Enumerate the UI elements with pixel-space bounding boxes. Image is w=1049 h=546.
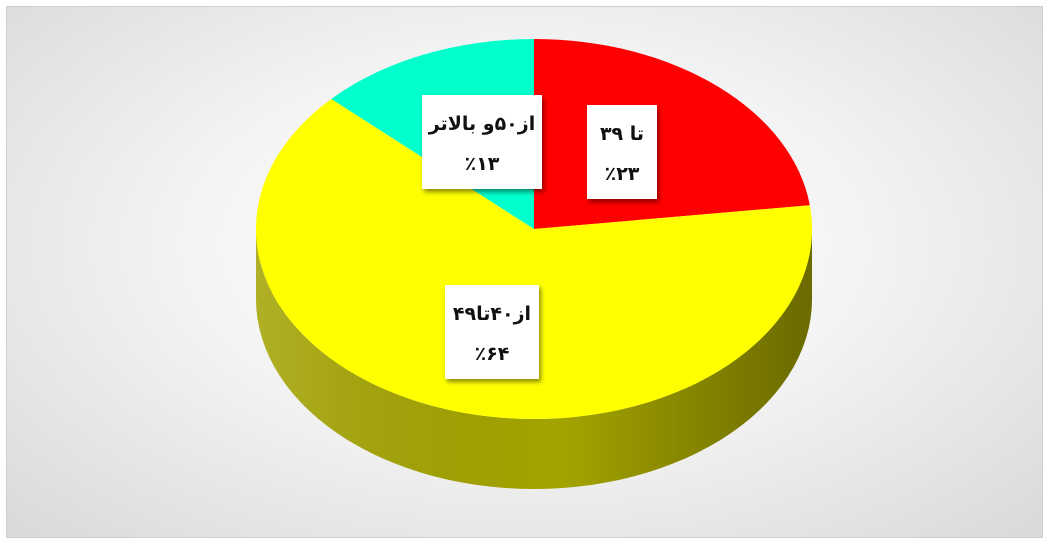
data-label-box [587, 105, 657, 199]
slice-value-label: ٪۶۴ [475, 343, 510, 365]
pie-side-shade-2 [256, 229, 812, 489]
data-label-3: از۵۰و بالاتر ٪۱۳ [422, 95, 542, 189]
slice-label: از۵۰و بالاتر [428, 113, 535, 135]
slice-label: از۴۰تا۴۹ [453, 303, 531, 325]
data-label-2: از۴۰تا۴۹ ٪۶۴ [445, 285, 539, 379]
slice-value-label: ٪۲۳ [605, 163, 640, 185]
slice-value-label: ٪۱۳ [465, 153, 500, 175]
data-label-box [445, 285, 539, 379]
data-label-box [422, 95, 542, 189]
data-label-1: تا ۳۹ ٪۲۳ [587, 105, 657, 199]
pie-slice-1 [534, 39, 810, 229]
pie-slice-2 [256, 98, 813, 420]
pie-chart: تا ۳۹ ٪۲۳ از۴۰تا۴۹ ٪۶۴ از۵۰و بالاتر ٪۱۳ [256, 39, 813, 489]
slice-label: تا ۳۹ [600, 123, 644, 145]
chart-area: تا ۳۹ ٪۲۳ از۴۰تا۴۹ ٪۶۴ از۵۰و بالاتر ٪۱۳ [6, 6, 1043, 538]
